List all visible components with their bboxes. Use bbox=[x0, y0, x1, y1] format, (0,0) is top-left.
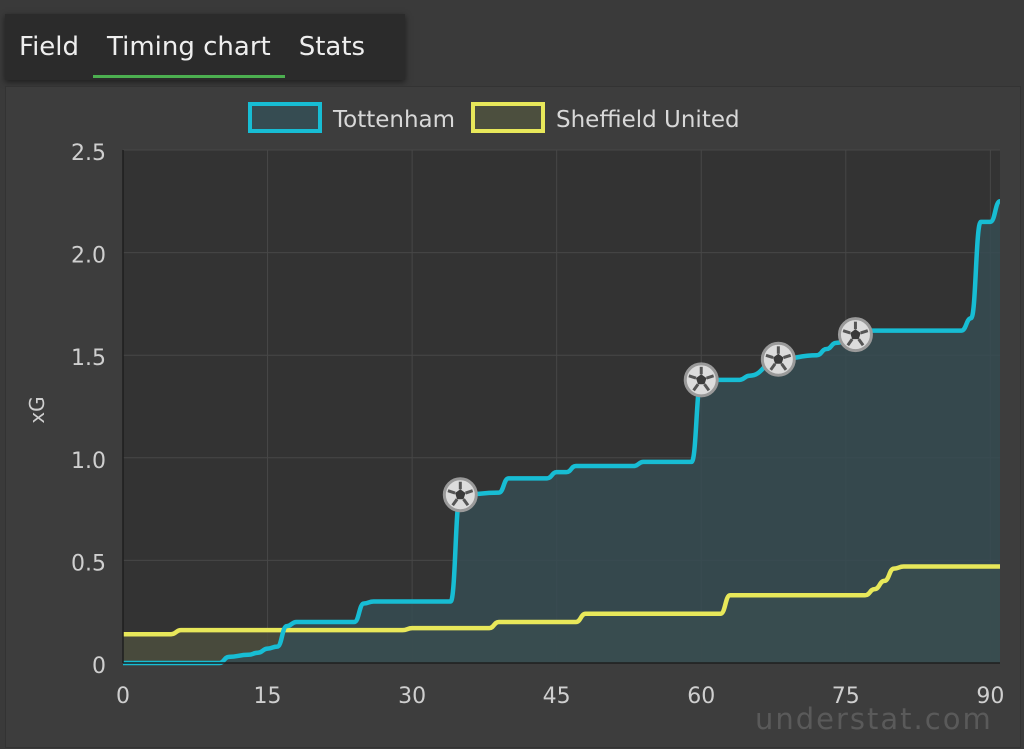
x-tick-label: 75 bbox=[832, 684, 860, 709]
goal-ball-seam bbox=[765, 353, 774, 360]
y-tick-label: 1.0 bbox=[71, 449, 106, 474]
y-tick-label: 1.5 bbox=[71, 346, 106, 371]
x-tick-label: 90 bbox=[976, 684, 1004, 709]
legend-swatch bbox=[248, 102, 322, 133]
goal-ball-seam bbox=[857, 338, 865, 347]
goal-ball-seam bbox=[703, 383, 711, 392]
goal-ball-seam bbox=[846, 338, 854, 347]
goal-icon bbox=[442, 477, 478, 513]
tab-bar: Field Timing chart Stats bbox=[5, 14, 405, 80]
x-tick-label: 30 bbox=[398, 684, 426, 709]
tab-stats[interactable]: Stats bbox=[298, 32, 366, 62]
goal-ball-seam bbox=[780, 362, 788, 371]
goal-ball-seam bbox=[692, 383, 700, 392]
x-tick-label: 0 bbox=[116, 684, 130, 709]
x-tick-label: 60 bbox=[687, 684, 715, 709]
goal-ball-seam bbox=[860, 329, 869, 335]
goal-icon bbox=[683, 362, 719, 398]
legend-label: Tottenham bbox=[332, 107, 455, 133]
legend-item-sheffield-united: Sheffield United bbox=[471, 102, 740, 133]
goal-icon bbox=[760, 341, 796, 377]
goal-ball-seam bbox=[688, 374, 697, 380]
watermark: understat.com bbox=[755, 702, 993, 736]
goal-ball-seam bbox=[462, 498, 470, 507]
y-tick-label: 0.5 bbox=[71, 551, 106, 576]
tab-timing-chart[interactable]: Timing chart bbox=[93, 14, 285, 80]
tab-field[interactable]: Field bbox=[19, 32, 80, 62]
goal-icon bbox=[837, 317, 873, 353]
goal-ball-seam bbox=[447, 489, 456, 495]
x-tick-label: 45 bbox=[543, 684, 571, 709]
goal-ball-seam bbox=[769, 362, 777, 371]
goal-ball-seam bbox=[465, 489, 474, 495]
goal-ball-seam bbox=[783, 353, 792, 360]
series-area-tottenham bbox=[123, 201, 1000, 664]
goal-ball-seam bbox=[706, 374, 715, 380]
goal-ball-patch bbox=[773, 353, 784, 364]
legend-label: Sheffield United bbox=[556, 107, 740, 133]
y-tick-label: 2.5 bbox=[71, 141, 106, 166]
goal-ball-patch bbox=[455, 489, 466, 500]
series-line-sheffield-united bbox=[122, 564, 1000, 637]
goal-ball-patch bbox=[696, 374, 707, 385]
goal-ball-seam bbox=[451, 498, 459, 507]
goal-ball-seam bbox=[842, 329, 851, 335]
legend-item-tottenham: Tottenham bbox=[248, 102, 455, 133]
x-tick-label: 15 bbox=[254, 684, 282, 709]
y-axis-label: xG bbox=[25, 396, 49, 423]
y-tick-label: 2.0 bbox=[71, 244, 106, 269]
legend-swatch bbox=[471, 102, 545, 133]
goal-ball-patch bbox=[850, 329, 861, 340]
y-tick-label: 0 bbox=[92, 654, 106, 679]
